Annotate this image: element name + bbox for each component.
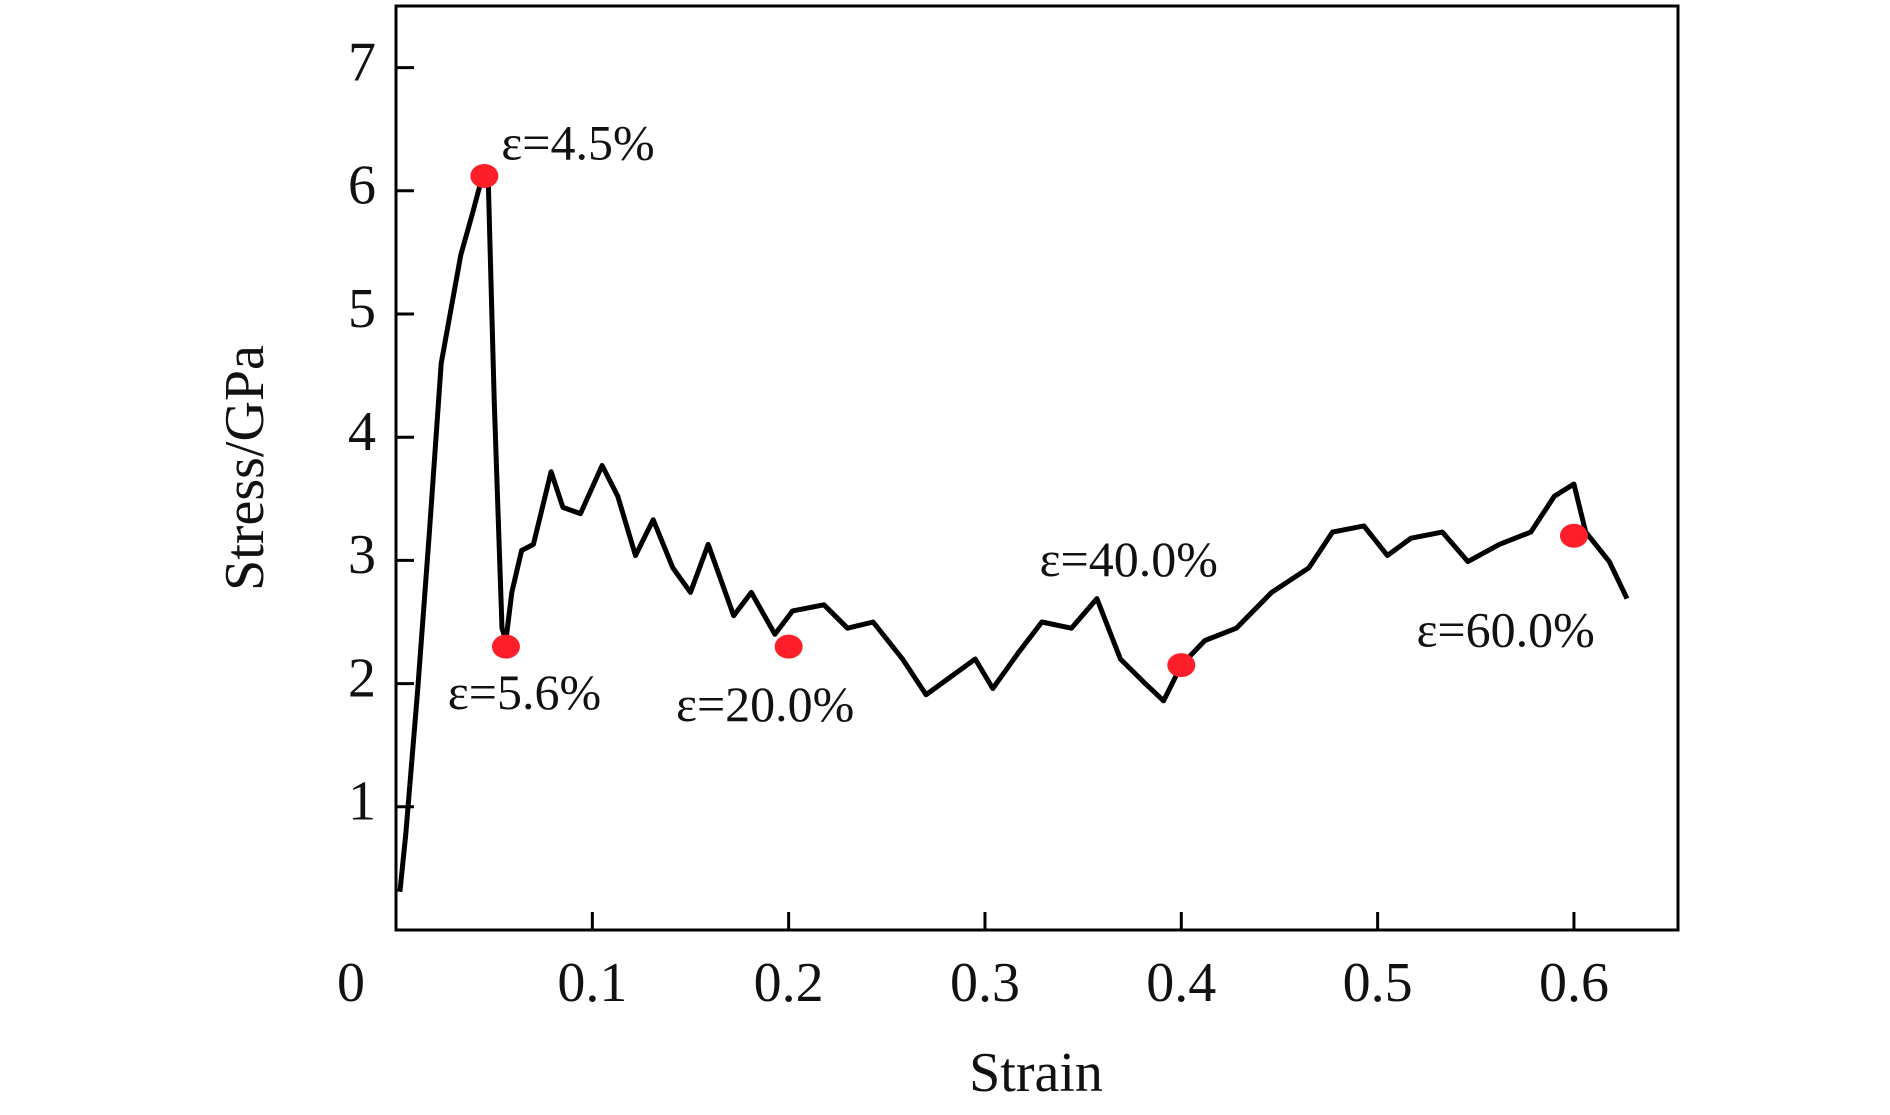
strain-marker [1559, 523, 1588, 548]
y-axis-label: Stress/GPa [214, 345, 276, 591]
strain-marker [1167, 653, 1196, 678]
x-tick-label: 0.2 [754, 952, 824, 1014]
x-tick-label: 0.1 [557, 952, 627, 1014]
marker-label: ε=5.6% [448, 664, 601, 720]
y-tick-label: 5 [348, 278, 376, 340]
x-tick-label: 0.5 [1343, 952, 1413, 1014]
marker-label: ε=20.0% [676, 676, 854, 732]
stress-curve [397, 173, 1630, 893]
x-tick-label: 0.6 [1539, 952, 1609, 1014]
x-tick-label: 0.4 [1146, 952, 1216, 1014]
y-tick-label: 6 [348, 155, 376, 217]
plot-frame [394, 4, 1680, 932]
y-tick-label: 7 [348, 31, 376, 93]
strain-marker [470, 164, 499, 189]
x-tick-label: 0 [337, 952, 365, 1014]
marker-label: ε=60.0% [1416, 602, 1594, 658]
strain-marker [491, 634, 520, 659]
marker-label: ε=4.5% [501, 115, 654, 171]
y-tick-label: 1 [348, 771, 376, 833]
y-tick-label: 3 [348, 524, 376, 586]
marker-label: ε=40.0% [1040, 531, 1218, 587]
x-axis-label: Strain [969, 1042, 1103, 1104]
y-tick-label: 4 [348, 401, 376, 463]
strain-marker [774, 634, 803, 659]
x-tick-label: 0.3 [950, 952, 1020, 1014]
y-tick-label: 2 [348, 647, 376, 709]
